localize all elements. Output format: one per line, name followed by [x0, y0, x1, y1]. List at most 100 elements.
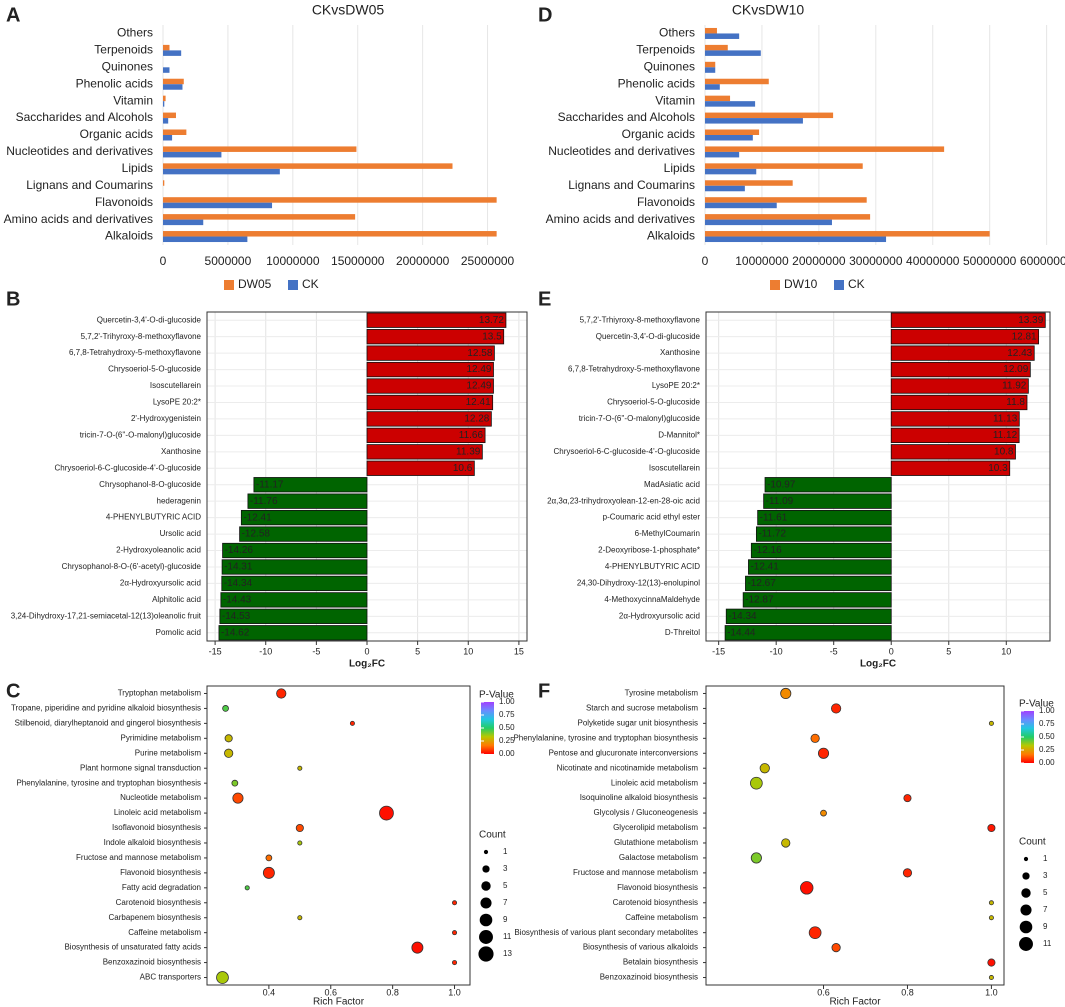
category-label: 5,7,2'-Trihyroxy-8-methoxyflavone	[81, 332, 202, 341]
category-label: Carotenoid biosynthesis	[613, 898, 698, 907]
size-legend-dot	[483, 849, 489, 855]
bubble	[232, 792, 244, 804]
panel-letter: A	[6, 4, 20, 26]
colorbar-tick-label: 0.25	[499, 736, 515, 745]
bar	[705, 236, 887, 243]
value-label: 11.13	[993, 414, 1018, 425]
value-label: -14.53	[222, 611, 251, 622]
size-legend-dot	[1020, 904, 1032, 916]
category-label: Phenylalanine, tyrosine and tryptophan b…	[513, 733, 698, 742]
category-label: hederagenin	[157, 496, 201, 505]
bar	[163, 118, 169, 124]
x-tick-label: 15000000	[331, 254, 385, 268]
category-label: Isoflavonoid biosynthesis	[112, 823, 201, 832]
x-tick-label: -5	[312, 646, 320, 656]
bubble	[276, 688, 287, 699]
x-tick-label: 10	[1001, 646, 1011, 656]
size-legend-dot	[482, 865, 490, 873]
bar	[705, 84, 720, 90]
category-label: Carbapenem biosynthesis	[109, 913, 202, 922]
bar	[705, 135, 753, 141]
size-legend-title: Count	[1019, 837, 1046, 848]
value-label: 12.41	[466, 397, 491, 408]
category-label: 3,24-Dihydroxy-17,21-semiacetal-12(13)ol…	[11, 611, 202, 620]
colorbar	[1021, 711, 1034, 763]
category-label: Flavonoids	[95, 195, 153, 209]
plot-frame	[705, 685, 1005, 986]
bubble	[831, 703, 842, 714]
bubble	[988, 975, 994, 981]
category-label: Fructose and mannose metabolism	[573, 868, 698, 877]
panel-letter: B	[6, 288, 20, 310]
x-tick-label: -10	[259, 646, 272, 656]
x-tick-label: 50000000	[963, 254, 1017, 268]
category-label: Polyketide sugar unit biosynthesis	[577, 718, 698, 727]
value-label: -12.41	[750, 562, 779, 573]
category-label: Quinones	[102, 59, 153, 73]
bar	[705, 202, 777, 209]
bar	[890, 345, 1035, 361]
bar	[764, 477, 892, 493]
category-label: ABC transporters	[140, 973, 201, 982]
bar	[705, 61, 716, 68]
bar	[163, 146, 357, 152]
category-label: Benzoxazinoid biosynthesis	[103, 958, 201, 967]
x-tick-label: 60000000	[1020, 254, 1065, 268]
value-label: -14.26	[225, 545, 254, 556]
size-legend-label: 11	[1043, 939, 1052, 948]
bubble	[224, 734, 233, 743]
legend-swatch	[288, 280, 298, 290]
bubble	[452, 960, 458, 966]
category-label: Xanthosine	[161, 447, 202, 456]
category-label: 4-PHENYLBUTYRIC ACID	[605, 562, 700, 571]
colorbar-title: P-Value	[1019, 699, 1054, 710]
bar	[220, 592, 368, 608]
category-label: Isoquinoline alkaloid biosynthesis	[580, 793, 698, 802]
bar	[253, 477, 368, 493]
x-tick-label: 40000000	[906, 254, 960, 268]
category-label: Xanthosine	[660, 348, 701, 357]
value-label: 12.49	[466, 364, 491, 375]
x-axis-title: Rich Factor	[829, 997, 881, 1007]
bar	[218, 625, 368, 641]
bubble	[780, 687, 792, 700]
category-label: Pentose and glucuronate interconversions	[549, 748, 698, 757]
category-label: Tropane, piperidine and pyridine alkaloi…	[11, 704, 201, 713]
value-label: 10.3	[988, 463, 1008, 474]
category-label: Carotenoid biosynthesis	[116, 898, 201, 907]
bar	[163, 219, 204, 226]
category-label: Pomolic acid	[156, 628, 201, 637]
x-tick-label: 30000000	[849, 254, 903, 268]
category-label: Chrysoeriol-6-C-glucoside-4'-O-glucoside	[554, 447, 701, 456]
bar	[163, 101, 165, 107]
x-tick-label: 0	[889, 646, 894, 656]
bar	[705, 231, 990, 237]
bar	[757, 509, 892, 526]
bar	[222, 542, 368, 559]
size-legend-label: 7	[1043, 905, 1048, 914]
bar	[366, 427, 486, 444]
category-label: LysoPE 20:2*	[652, 381, 700, 390]
value-label: 13.72	[479, 315, 504, 326]
category-label: Others	[659, 26, 695, 40]
x-tick-label: 25000000	[461, 254, 515, 268]
bar	[163, 50, 182, 56]
bubble	[750, 852, 762, 864]
bar	[705, 118, 803, 124]
size-legend-dot	[479, 930, 493, 944]
bar	[163, 129, 187, 135]
bar	[724, 625, 892, 641]
bar	[705, 101, 756, 107]
category-label: Nucleotides and derivatives	[548, 144, 695, 158]
x-tick-label: 10000000	[735, 254, 789, 268]
category-label: Purine metabolism	[135, 748, 202, 757]
bubble	[452, 900, 458, 906]
bubble	[831, 943, 841, 953]
category-label: Stilbenoid, diarylheptanoid and gingerol…	[15, 718, 201, 727]
x-tick-label: 0.8	[386, 987, 399, 997]
category-label: Quercetin-3,4'-O-di-glucoside	[596, 332, 701, 341]
x-tick-label: 10000000	[266, 254, 320, 268]
bar	[890, 329, 1040, 345]
category-label: LysoPE 20:2*	[153, 398, 201, 407]
bar	[742, 592, 892, 608]
